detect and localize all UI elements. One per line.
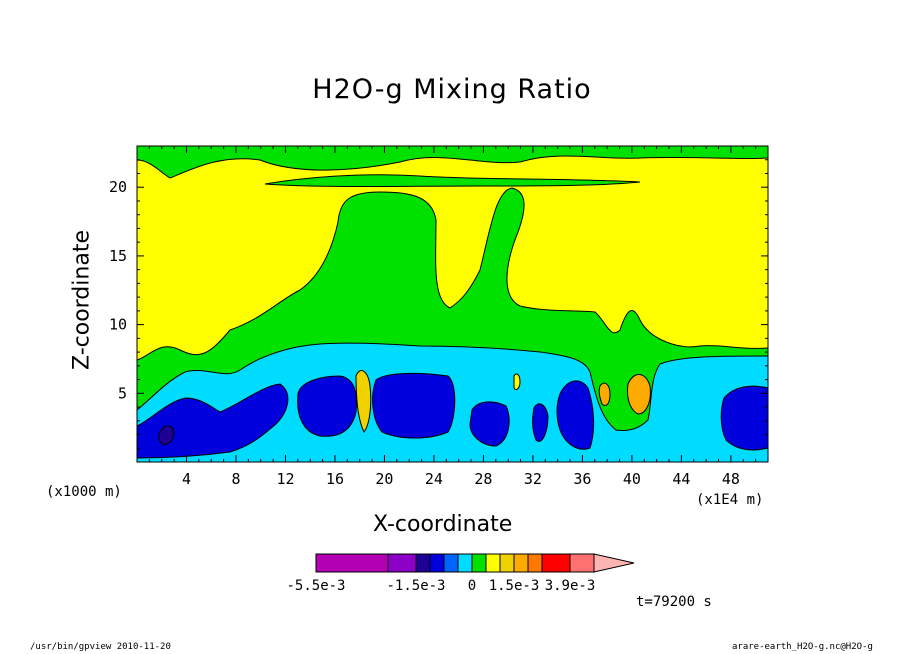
field-blue-1 <box>137 383 289 459</box>
colorbar: -5.5e-3 -1.5e-3 0 1.5e-3 3.9e-3 <box>286 553 635 594</box>
x-tick-label: 16 <box>326 470 344 488</box>
x-tick-label: 12 <box>276 470 294 488</box>
x-axis-label: X-coordinate <box>373 512 513 537</box>
x-tick-label: 4 <box>182 470 191 488</box>
field-warm-spot <box>598 382 611 407</box>
field-blue-4 <box>469 401 510 447</box>
contour-field <box>137 146 768 462</box>
x-tick-label: 28 <box>474 470 492 488</box>
colorbar-segment <box>457 553 473 573</box>
field-warm-filament <box>355 370 372 433</box>
field-blue-5 <box>532 403 549 442</box>
field-blue-6 <box>556 380 595 450</box>
colorbar-segment <box>387 553 417 573</box>
colorbar-segment <box>499 553 515 573</box>
x-tick-label: 40 <box>623 470 641 488</box>
colorbar-label: -1.5e-3 <box>386 578 445 594</box>
colorbar-segment <box>429 553 445 573</box>
x-tick-label: 32 <box>524 470 542 488</box>
footer-right: arare-earth_H2O-g.nc@H2O-g <box>732 642 873 652</box>
colorbar-segment <box>527 553 543 573</box>
colorbar-segment <box>485 553 501 573</box>
colorbar-segment <box>513 553 529 573</box>
x-tick-label: 36 <box>573 470 591 488</box>
field-green-strip <box>264 174 641 187</box>
field-warm-pocket <box>627 374 651 415</box>
colorbar-segment <box>569 553 595 573</box>
colorbar-label: 0 <box>468 578 476 594</box>
field-darkblue-core <box>158 425 175 445</box>
chart-title: H2O-g Mixing Ratio <box>312 74 592 105</box>
colorbar-segment <box>443 553 459 573</box>
field-yellow-spot <box>513 373 521 391</box>
colorbar-segment <box>471 553 487 573</box>
colorbar-label: -5.5e-3 <box>286 578 345 594</box>
field-blue-7 <box>720 385 768 451</box>
y-tick-label: 10 <box>109 316 127 334</box>
colorbar-arrow <box>593 553 635 573</box>
y-tick-label: 20 <box>109 178 127 196</box>
y-tick-label: 15 <box>109 247 127 265</box>
x-tick-label: 20 <box>375 470 393 488</box>
x-tick-label: 24 <box>425 470 443 488</box>
colorbar-segment <box>315 553 389 573</box>
plot-frame <box>136 145 769 463</box>
colorbar-segment <box>415 553 431 573</box>
y-tick-label: 5 <box>118 384 127 402</box>
colorbar-label: 3.9e-3 <box>545 578 596 594</box>
x-axis-scale: (x1E4 m) <box>696 492 764 508</box>
time-label: t=79200 s <box>636 594 712 610</box>
colorbar-segment <box>541 553 571 573</box>
field-blue-3 <box>372 372 456 439</box>
colorbar-label: 1.5e-3 <box>489 578 540 594</box>
x-tick-label: 44 <box>672 470 690 488</box>
footer-left: /usr/bin/gpview 2010-11-20 <box>30 642 171 652</box>
x-tick-label: 8 <box>231 470 240 488</box>
field-green-top <box>137 146 768 179</box>
x-axis-unit: (x1000 m) <box>46 484 122 500</box>
field-blue-2 <box>297 375 357 437</box>
x-tick-label: 48 <box>722 470 740 488</box>
